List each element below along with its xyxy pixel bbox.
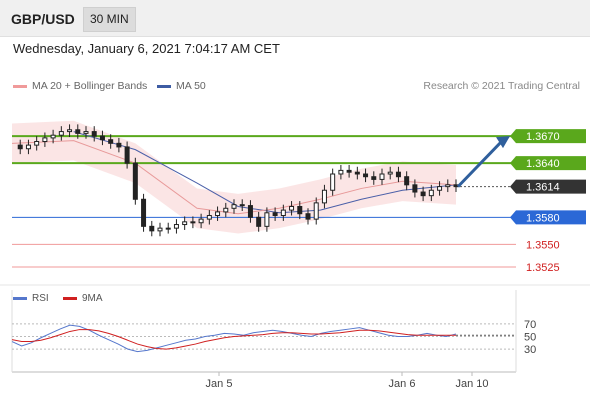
candle-body xyxy=(264,212,270,227)
level-label-2: 1.3614 xyxy=(526,182,560,194)
rsi-level-label-1: 50 xyxy=(524,332,536,344)
ma50-line xyxy=(73,131,457,214)
candle-body xyxy=(321,189,327,204)
timeframe-button[interactable]: 30 MIN xyxy=(83,7,136,32)
candle-body xyxy=(83,131,89,134)
bollinger-label: MA 20 + Bollinger Bands xyxy=(32,80,148,92)
candle-body xyxy=(330,173,336,191)
ma50-swatch xyxy=(157,84,171,88)
candle-body xyxy=(17,144,23,150)
candle-body xyxy=(58,131,64,136)
candle-body xyxy=(215,211,221,217)
candle-body xyxy=(297,205,303,215)
level-label-3: 1.3580 xyxy=(526,212,560,224)
x-tick-label-1: Jan 6 xyxy=(389,378,416,390)
legend-9ma: 9MA xyxy=(63,293,103,304)
credit-text: Research © 2021 Trading Central xyxy=(423,80,580,92)
candle-body xyxy=(247,205,253,218)
candle-body xyxy=(67,129,73,133)
candle-body xyxy=(395,171,401,178)
candle-body xyxy=(124,146,130,164)
candle-body xyxy=(379,173,385,180)
level-badge-3 xyxy=(510,210,586,225)
legend-ma50: MA 50 xyxy=(157,80,206,92)
bollinger-band xyxy=(12,120,456,234)
rsi-level-label-0: 70 xyxy=(524,319,536,331)
candle-body xyxy=(99,135,105,141)
candle-body xyxy=(50,134,56,139)
candle-body xyxy=(198,218,204,224)
candle-body xyxy=(34,141,40,146)
ma9-label: 9MA xyxy=(82,293,103,304)
level-badge-0 xyxy=(510,129,586,144)
candle-body xyxy=(157,227,163,232)
forecast-arrow-shaft xyxy=(456,140,504,188)
legend-bollinger: MA 20 + Bollinger Bands xyxy=(13,80,147,92)
candle-body xyxy=(256,216,262,227)
candle-body xyxy=(108,139,114,144)
currency-pair-title: GBP/USD xyxy=(11,11,75,27)
candle-body xyxy=(371,176,377,180)
candle-body xyxy=(313,202,319,220)
forecast-arrow-head xyxy=(496,136,510,149)
candle-body xyxy=(239,204,245,207)
level-badge-1 xyxy=(510,156,586,171)
x-tick-label-0: Jan 5 xyxy=(206,378,233,390)
level-label-1: 1.3640 xyxy=(526,158,560,170)
candle-body xyxy=(132,162,138,200)
rsi-label: RSI xyxy=(32,293,49,304)
candle-body xyxy=(305,213,311,220)
rsi-swatch xyxy=(13,296,27,300)
timestamp: Wednesday, January 6, 2021 7:04:17 AM CE… xyxy=(13,41,280,56)
ma50-label: MA 50 xyxy=(176,80,206,92)
candle-body xyxy=(141,198,147,227)
bollinger-swatch xyxy=(13,84,27,88)
candle-body xyxy=(190,221,196,224)
candle-body xyxy=(420,191,426,197)
candle-body xyxy=(437,186,443,191)
candle-body xyxy=(75,129,81,134)
candle-body xyxy=(363,173,369,178)
candle-body xyxy=(272,212,278,217)
rsi-ma9-line xyxy=(11,329,456,350)
candle-body xyxy=(116,142,122,148)
candle-body xyxy=(387,171,393,175)
x-tick-label-2: Jan 10 xyxy=(455,378,488,390)
candle-body xyxy=(223,207,229,213)
legend-rsi: RSI xyxy=(13,293,49,304)
level-label-5: 1.3525 xyxy=(526,262,560,274)
ma9-swatch xyxy=(63,296,77,300)
level-badge-2 xyxy=(510,179,586,194)
candle-body xyxy=(354,171,360,175)
candle-body xyxy=(404,176,410,186)
candle-body xyxy=(173,224,179,229)
candle-body xyxy=(231,204,237,209)
level-label-0: 1.3670 xyxy=(526,131,560,143)
header-bar: GBP/USD 30 MIN xyxy=(0,0,590,37)
candle-body xyxy=(25,144,31,150)
candle-body xyxy=(91,131,97,137)
level-label-4: 1.3550 xyxy=(526,239,560,251)
rsi-line xyxy=(11,324,457,353)
candle-body xyxy=(412,184,418,193)
candle-body xyxy=(338,169,344,175)
candle-body xyxy=(428,189,434,197)
candle-body xyxy=(165,227,171,230)
candle-body xyxy=(182,221,188,226)
candle-body xyxy=(280,209,286,217)
candle-body xyxy=(206,215,212,220)
candle-body xyxy=(42,137,48,143)
rsi-level-label-2: 30 xyxy=(524,344,536,356)
candle-body xyxy=(149,225,155,232)
candle-body xyxy=(346,169,352,173)
candle-body xyxy=(289,205,295,211)
candle-body xyxy=(445,184,451,188)
